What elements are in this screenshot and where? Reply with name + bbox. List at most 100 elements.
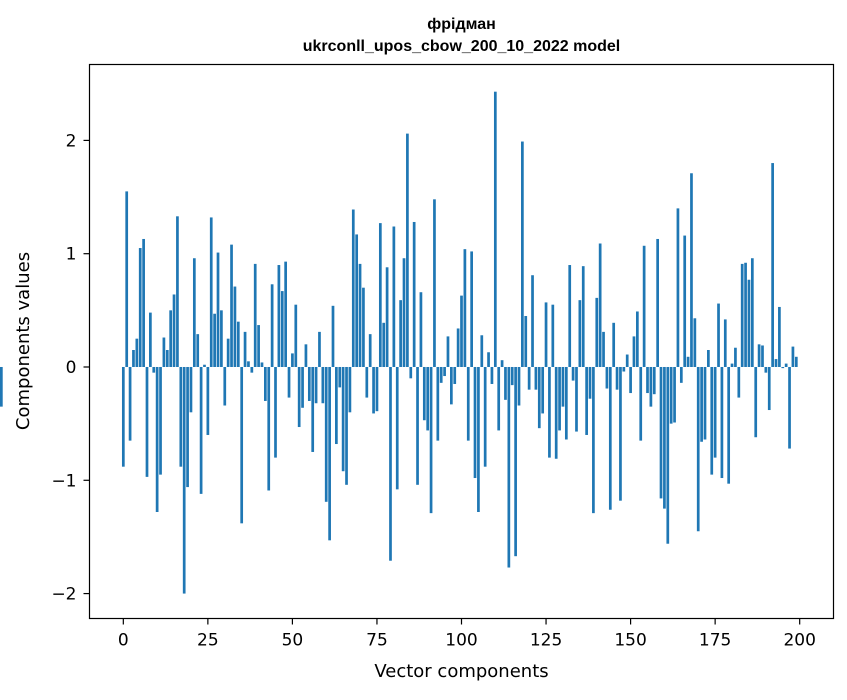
bar-1 bbox=[125, 191, 129, 367]
bar-121 bbox=[531, 275, 534, 367]
bar-56 bbox=[311, 366, 315, 452]
bar-125 bbox=[544, 302, 548, 367]
bar-18 bbox=[182, 366, 186, 594]
bar-71 bbox=[362, 287, 365, 367]
bar-25 bbox=[206, 366, 210, 435]
bar-62 bbox=[331, 305, 335, 367]
bar-112 bbox=[500, 360, 504, 367]
bar-187 bbox=[754, 366, 758, 438]
bar-67 bbox=[348, 366, 352, 413]
bar-37 bbox=[247, 361, 250, 367]
bar-110 bbox=[493, 91, 497, 367]
bar-26 bbox=[209, 217, 213, 367]
x-tick-label: 200 bbox=[783, 631, 815, 651]
bar-124 bbox=[541, 366, 545, 414]
bar-182 bbox=[737, 366, 741, 398]
bar-49 bbox=[287, 366, 291, 398]
y-axis-ticks: −2 −1 0 1 2 bbox=[51, 131, 90, 605]
bar-152 bbox=[636, 311, 639, 367]
bar-83 bbox=[402, 258, 406, 367]
bar-179 bbox=[727, 366, 731, 484]
bar-97 bbox=[450, 366, 453, 405]
bar-137 bbox=[585, 366, 588, 435]
bar-43 bbox=[267, 366, 271, 491]
bar-60 bbox=[324, 366, 328, 502]
bar-153 bbox=[639, 366, 643, 441]
bar-12 bbox=[162, 337, 166, 367]
x-tick-label: 175 bbox=[699, 631, 731, 651]
bar-193 bbox=[774, 359, 778, 367]
bar-57 bbox=[314, 366, 318, 404]
bar-197 bbox=[788, 366, 791, 449]
bar-188 bbox=[757, 344, 761, 367]
bar-113 bbox=[504, 366, 507, 400]
bar-66 bbox=[345, 366, 348, 485]
bar-176 bbox=[717, 303, 720, 367]
bar-4 bbox=[135, 338, 139, 367]
bar-84 bbox=[406, 133, 409, 367]
bar-109 bbox=[490, 366, 494, 384]
bar-195 bbox=[781, 366, 785, 369]
x-tick-label: 150 bbox=[614, 631, 646, 651]
bar-96 bbox=[446, 336, 450, 367]
bar-164 bbox=[676, 208, 680, 367]
bar-13 bbox=[165, 350, 169, 367]
bar-120 bbox=[527, 366, 531, 390]
bar-45 bbox=[274, 366, 277, 458]
bar-91 bbox=[429, 366, 433, 514]
bar-54 bbox=[304, 344, 308, 367]
bar-9 bbox=[152, 366, 156, 373]
y-axis-label: Components values bbox=[13, 252, 34, 430]
bar-102 bbox=[466, 366, 470, 441]
bar-180 bbox=[730, 363, 734, 367]
chart-title-line1: фрідман bbox=[427, 16, 496, 33]
bar-144 bbox=[608, 366, 612, 510]
bar-69 bbox=[355, 234, 359, 367]
x-axis-ticks: 0 25 50 75 100 125 150 175 200 bbox=[118, 618, 816, 651]
bar-150 bbox=[629, 366, 632, 394]
bar-24 bbox=[203, 364, 206, 367]
bar-117 bbox=[517, 366, 521, 406]
x-tick-label: 100 bbox=[445, 631, 477, 651]
chart-title-line2: ukrconll_upos_cbow_200_10_2022 model bbox=[303, 38, 620, 55]
bar-122 bbox=[534, 366, 538, 390]
bar-73 bbox=[368, 334, 372, 367]
bar-10 bbox=[155, 366, 159, 512]
bar-130 bbox=[561, 366, 565, 407]
bar-75 bbox=[375, 366, 379, 412]
y-tick-label: 0 bbox=[66, 358, 77, 378]
x-tick-label: 75 bbox=[366, 631, 388, 651]
bar-55 bbox=[307, 366, 311, 401]
bar-119 bbox=[524, 316, 528, 367]
bar-161 bbox=[666, 366, 670, 544]
bar-42 bbox=[264, 366, 267, 401]
bar-19 bbox=[186, 366, 189, 488]
bar-3 bbox=[132, 350, 135, 367]
bar-139 bbox=[592, 366, 595, 514]
bar-183 bbox=[740, 263, 744, 367]
y-tick-label: −1 bbox=[51, 471, 76, 491]
bar-135 bbox=[578, 300, 582, 367]
bar-126 bbox=[548, 366, 551, 458]
bar-58 bbox=[318, 331, 321, 367]
bar-22 bbox=[196, 334, 200, 367]
bar-63 bbox=[335, 366, 338, 445]
bar-199 bbox=[794, 356, 798, 367]
bar-88 bbox=[419, 292, 423, 367]
bar-27 bbox=[213, 313, 216, 367]
bar-65 bbox=[341, 366, 345, 472]
bar-36 bbox=[243, 331, 247, 367]
bar-134 bbox=[575, 366, 578, 432]
bar-64 bbox=[338, 366, 342, 388]
bar-143 bbox=[605, 366, 609, 389]
bar-51 bbox=[294, 304, 298, 367]
bar-181 bbox=[734, 347, 737, 367]
bar-41 bbox=[260, 362, 264, 367]
bar-94 bbox=[439, 366, 443, 383]
bar-158 bbox=[656, 238, 659, 367]
bar-190 bbox=[764, 366, 768, 373]
bar-147 bbox=[619, 366, 622, 501]
plot-frame bbox=[88, 63, 835, 620]
bar-82 bbox=[399, 300, 402, 367]
y-tick-label: 2 bbox=[66, 131, 77, 151]
